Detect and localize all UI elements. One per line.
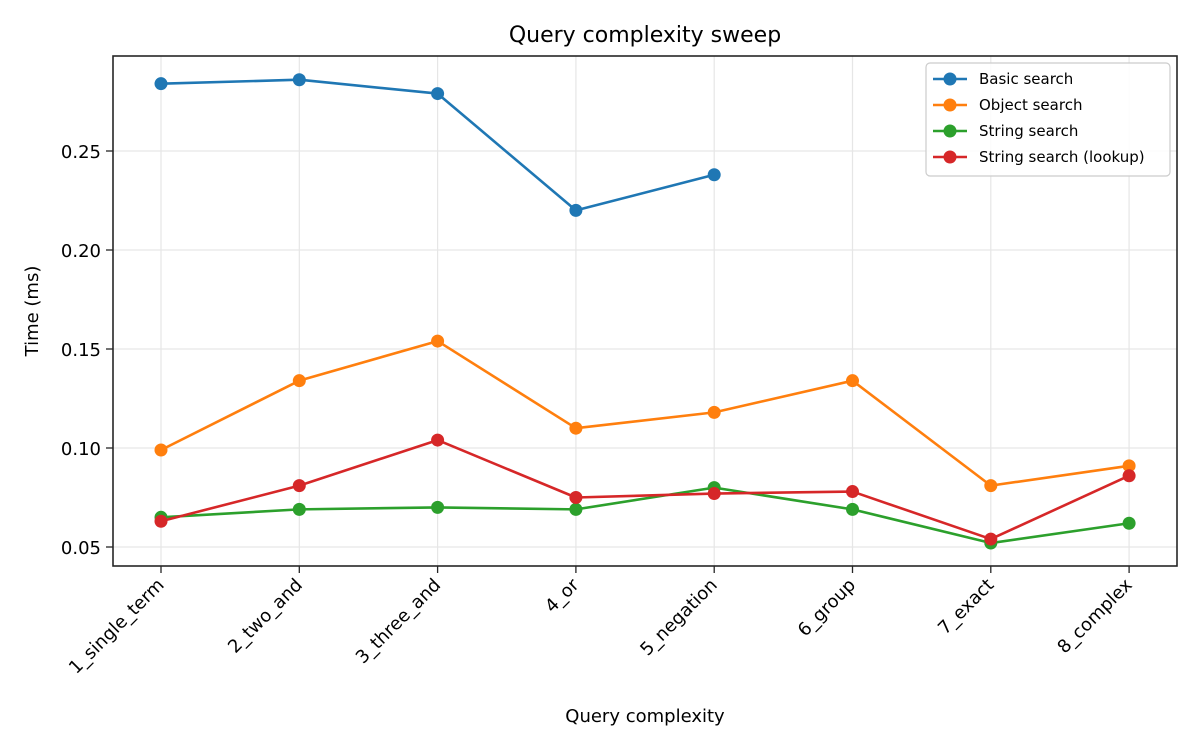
data-point bbox=[707, 487, 721, 501]
y-tick-label: 0.25 bbox=[61, 142, 101, 163]
data-point bbox=[984, 532, 998, 546]
data-point bbox=[154, 77, 168, 91]
data-point bbox=[431, 500, 445, 514]
data-point bbox=[569, 421, 583, 435]
legend-label: Basic search bbox=[979, 70, 1073, 88]
data-point bbox=[292, 73, 306, 87]
series-line bbox=[160, 486, 1130, 545]
series-line bbox=[160, 438, 1130, 541]
data-point bbox=[154, 514, 168, 528]
data-point bbox=[846, 502, 859, 516]
data-point bbox=[984, 479, 998, 493]
x-axis-label: Query complexity bbox=[565, 706, 725, 727]
data-point bbox=[1122, 516, 1136, 530]
data-point bbox=[292, 479, 306, 493]
data-point bbox=[431, 433, 445, 447]
legend-item: String search bbox=[933, 122, 1078, 140]
legend-item: String search (lookup) bbox=[933, 148, 1145, 166]
data-point bbox=[431, 334, 445, 348]
data-point bbox=[431, 87, 445, 101]
y-axis-label: Time (ms) bbox=[22, 266, 43, 358]
data-point bbox=[846, 374, 859, 388]
data-point bbox=[569, 502, 583, 516]
data-point bbox=[292, 374, 306, 388]
y-tick-label: 0.05 bbox=[61, 538, 101, 559]
y-axis: 0.05 0.10 0.15 0.20 0.25 bbox=[61, 142, 113, 559]
series-group bbox=[154, 73, 1136, 550]
legend-marker bbox=[943, 124, 957, 138]
series-basic-search bbox=[154, 73, 721, 217]
legend-item: Object search bbox=[933, 96, 1082, 114]
data-point bbox=[1122, 459, 1136, 473]
legend-marker bbox=[943, 72, 957, 86]
y-tick-label: 0.10 bbox=[61, 439, 101, 460]
series-line bbox=[160, 339, 1130, 487]
data-point bbox=[707, 405, 721, 419]
y-tick-label: 0.15 bbox=[61, 340, 101, 361]
legend-label: String search bbox=[979, 122, 1078, 140]
legend-box bbox=[925, 62, 1171, 177]
series-object-search bbox=[154, 334, 1136, 493]
chart-title: Query complexity sweep bbox=[509, 23, 781, 48]
data-point bbox=[569, 203, 583, 217]
legend-label: Object search bbox=[979, 96, 1082, 114]
legend-marker bbox=[943, 150, 957, 164]
series-string-search-lookup bbox=[154, 433, 1136, 546]
data-point bbox=[846, 485, 859, 499]
data-point bbox=[154, 443, 168, 457]
grid-lines bbox=[113, 56, 1177, 566]
legend-marker bbox=[943, 98, 957, 112]
data-point bbox=[292, 502, 306, 516]
y-tick-label: 0.20 bbox=[61, 241, 101, 262]
legend: Basic search Object search String search St… bbox=[925, 62, 1171, 177]
axes-frame bbox=[112, 55, 1178, 567]
data-point bbox=[1122, 469, 1136, 483]
legend-item: Basic search bbox=[933, 70, 1073, 88]
legend-label: String search (lookup) bbox=[979, 148, 1145, 166]
data-point bbox=[569, 491, 583, 504]
data-point bbox=[707, 168, 721, 182]
